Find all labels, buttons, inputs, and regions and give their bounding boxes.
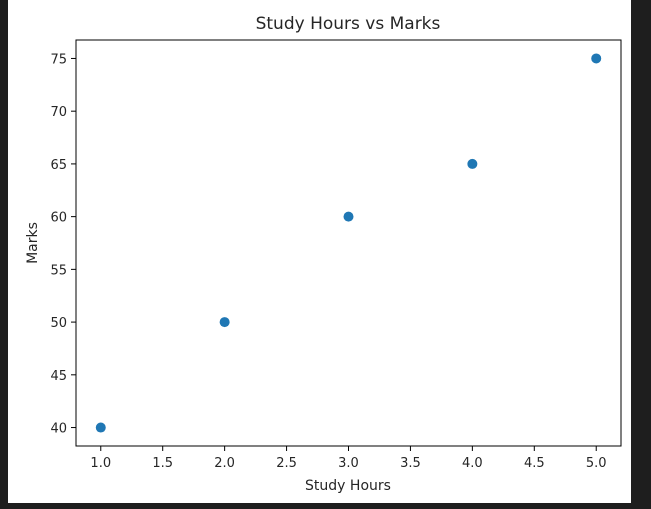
x-tick-label: 4.0	[462, 456, 483, 471]
y-tick-label: 65	[50, 158, 67, 173]
x-tick-label: 2.0	[214, 456, 235, 471]
x-tick-label: 1.0	[90, 456, 111, 471]
x-axis-ticks: 1.0 1.5 2.0 2.5 3.0 3.5 4.0 4.5 5.0	[90, 446, 607, 471]
figure: Study Hours vs Marks 1.0 1.5 2.0 2.5 3.0 3.5 4…	[8, 0, 631, 503]
y-tick-label: 55	[50, 263, 67, 278]
y-tick-label: 70	[50, 105, 67, 120]
data-points	[95, 53, 602, 433]
y-tick-label: 75	[50, 52, 67, 67]
x-axis-label: Study Hours	[305, 478, 391, 494]
scatter-chart: Study Hours vs Marks 1.0 1.5 2.0 2.5 3.0 3.5 4…	[25, 14, 622, 494]
data-point	[219, 317, 230, 328]
data-point	[591, 53, 602, 64]
x-tick-label: 4.5	[524, 456, 545, 471]
y-tick-label: 60	[50, 211, 67, 226]
chart-title: Study Hours vs Marks	[256, 14, 441, 34]
y-tick-label: 50	[50, 316, 67, 331]
x-tick-label: 2.5	[276, 456, 297, 471]
x-tick-label: 5.0	[586, 456, 607, 471]
x-tick-label: 3.0	[338, 456, 359, 471]
data-point	[343, 211, 354, 222]
y-tick-label: 40	[50, 422, 67, 437]
plot-area-frame	[75, 39, 622, 447]
x-tick-label: 3.5	[400, 456, 421, 471]
data-point	[467, 158, 478, 169]
y-axis-ticks: 40 45 50 55 60 65 70 75	[50, 52, 76, 437]
x-tick-label: 1.5	[152, 456, 173, 471]
data-point	[95, 422, 106, 433]
y-axis-label: Marks	[25, 222, 41, 264]
y-tick-label: 45	[50, 369, 67, 384]
